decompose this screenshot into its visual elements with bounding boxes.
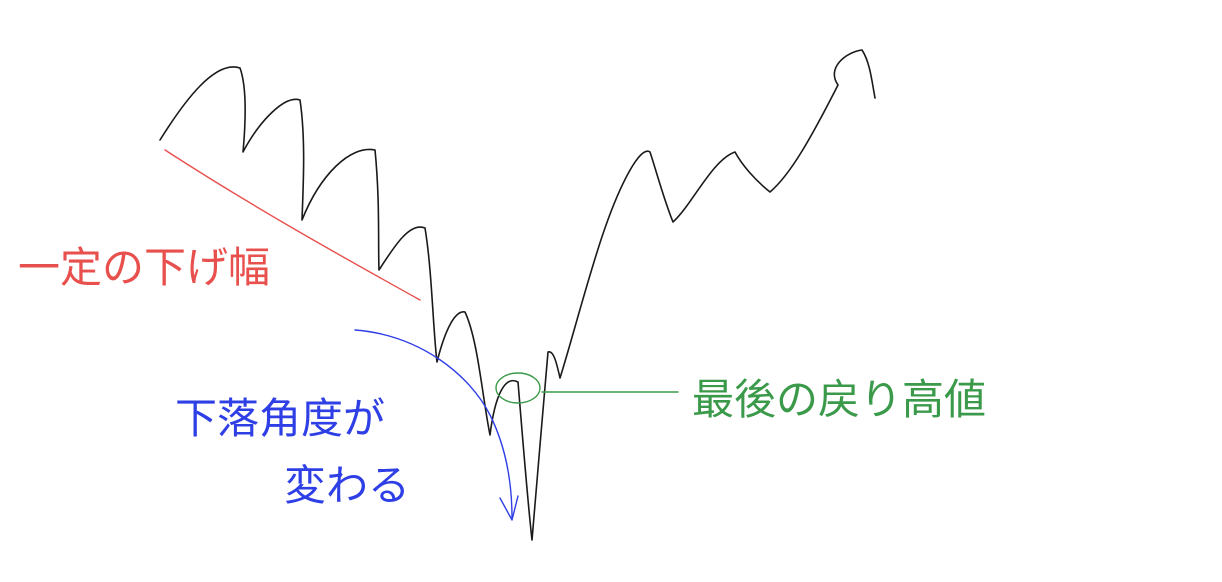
fall-angle-label-line1: 下落角度が [175,394,385,443]
price-line [159,49,876,541]
fall-angle-arrowhead [499,495,519,521]
last-rebound-high-label: 最後の戻り高値 [692,375,986,424]
constant-drop-line [164,149,421,301]
last-rebound-high-marker [495,372,541,404]
constant-drop-label: 一定の下げ幅 [18,243,270,292]
fall-angle-label-line2: 変わる [284,461,410,510]
fall-angle-curve [354,329,513,519]
